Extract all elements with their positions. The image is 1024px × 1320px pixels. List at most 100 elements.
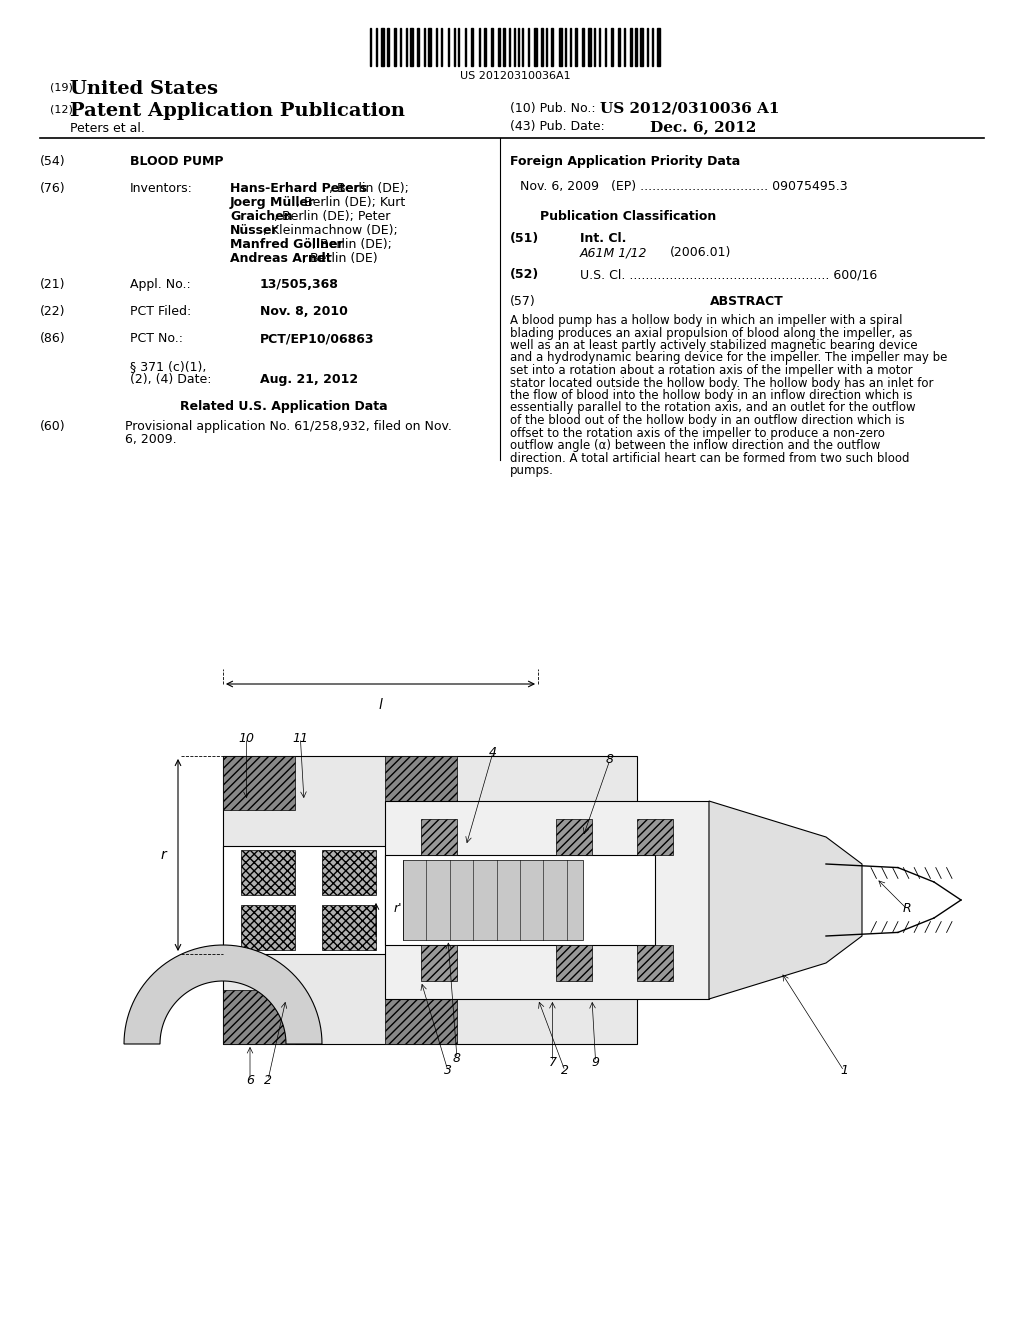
Bar xyxy=(322,850,376,895)
Text: BLOOD PUMP: BLOOD PUMP xyxy=(130,154,223,168)
Text: ABSTRACT: ABSTRACT xyxy=(710,294,784,308)
Bar xyxy=(640,28,643,66)
Bar xyxy=(385,990,457,1044)
Bar xyxy=(403,861,583,940)
Bar xyxy=(556,945,592,981)
Text: , Berlin (DE); Kurt: , Berlin (DE); Kurt xyxy=(296,195,406,209)
Bar xyxy=(635,28,637,66)
Text: (76): (76) xyxy=(40,182,66,195)
Text: 10: 10 xyxy=(239,731,254,744)
Text: (60): (60) xyxy=(40,420,66,433)
Text: set into a rotation about a rotation axis of the impeller with a motor: set into a rotation about a rotation axi… xyxy=(510,364,912,378)
Bar xyxy=(381,28,384,66)
Bar xyxy=(534,28,537,66)
Bar xyxy=(428,28,431,66)
Bar xyxy=(559,28,562,66)
Text: Nov. 8, 2010: Nov. 8, 2010 xyxy=(260,305,348,318)
Text: 13/505,368: 13/505,368 xyxy=(260,279,339,290)
Text: l: l xyxy=(379,698,382,711)
Text: Graichen: Graichen xyxy=(230,210,293,223)
Text: R: R xyxy=(903,903,911,916)
Text: 7: 7 xyxy=(549,1056,556,1068)
Bar xyxy=(387,28,389,66)
Text: offset to the rotation axis of the impeller to produce a non-zero: offset to the rotation axis of the impel… xyxy=(510,426,885,440)
Text: and a hydrodynamic bearing device for the impeller. The impeller may be: and a hydrodynamic bearing device for th… xyxy=(510,351,947,364)
Bar xyxy=(417,28,419,66)
Bar xyxy=(322,906,376,950)
Bar xyxy=(618,28,620,66)
Text: Publication Classification: Publication Classification xyxy=(540,210,716,223)
Text: PCT/EP10/06863: PCT/EP10/06863 xyxy=(260,333,375,345)
Bar xyxy=(630,28,632,66)
Bar xyxy=(223,846,637,954)
Text: Aug. 21, 2012: Aug. 21, 2012 xyxy=(260,374,358,385)
Text: outflow angle (α) between the inflow direction and the outflow: outflow angle (α) between the inflow dir… xyxy=(510,440,881,451)
Text: United States: United States xyxy=(70,81,218,98)
Bar xyxy=(611,28,613,66)
Polygon shape xyxy=(124,945,322,1044)
Bar xyxy=(551,28,553,66)
Text: 8: 8 xyxy=(606,754,614,766)
Text: r: r xyxy=(160,847,166,862)
Bar xyxy=(223,756,295,810)
Text: Nüsser: Nüsser xyxy=(230,224,279,238)
Text: 2: 2 xyxy=(561,1064,569,1077)
Text: (2), (4) Date:: (2), (4) Date: xyxy=(130,374,212,385)
Text: U.S. Cl. .................................................. 600/16: U.S. Cl. ...............................… xyxy=(580,268,878,281)
Text: , Berlin (DE); Peter: , Berlin (DE); Peter xyxy=(274,210,390,223)
Text: Peters et al.: Peters et al. xyxy=(70,121,144,135)
Bar xyxy=(241,850,295,895)
Text: (22): (22) xyxy=(40,305,66,318)
Text: 11: 11 xyxy=(293,731,308,744)
Bar xyxy=(556,818,592,855)
Bar xyxy=(637,818,673,855)
Text: US 2012/0310036 A1: US 2012/0310036 A1 xyxy=(600,102,779,116)
Text: Provisional application No. 61/258,932, filed on Nov.: Provisional application No. 61/258,932, … xyxy=(125,420,452,433)
Text: (52): (52) xyxy=(510,268,540,281)
Text: US 20120310036A1: US 20120310036A1 xyxy=(460,71,570,81)
Polygon shape xyxy=(709,801,862,999)
Text: (2006.01): (2006.01) xyxy=(670,246,731,259)
Text: Dec. 6, 2012: Dec. 6, 2012 xyxy=(650,120,757,135)
Text: Patent Application Publication: Patent Application Publication xyxy=(70,102,406,120)
Text: 3: 3 xyxy=(444,1064,452,1077)
Bar xyxy=(541,28,543,66)
Text: well as an at least partly actively stabilized magnetic bearing device: well as an at least partly actively stab… xyxy=(510,339,918,352)
Text: A blood pump has a hollow body in which an impeller with a spiral: A blood pump has a hollow body in which … xyxy=(510,314,902,327)
Text: PCT Filed:: PCT Filed: xyxy=(130,305,191,318)
Text: Andreas Arndt: Andreas Arndt xyxy=(230,252,332,265)
Bar xyxy=(385,756,457,810)
Bar xyxy=(657,28,660,66)
Text: , Berlin (DE);: , Berlin (DE); xyxy=(312,238,392,251)
Text: essentially parallel to the rotation axis, and an outlet for the outflow: essentially parallel to the rotation axi… xyxy=(510,401,915,414)
Text: direction. A total artificial heart can be formed from two such blood: direction. A total artificial heart can … xyxy=(510,451,909,465)
Text: of the blood out of the hollow body in an outflow direction which is: of the blood out of the hollow body in a… xyxy=(510,414,904,426)
Text: Inventors:: Inventors: xyxy=(130,182,193,195)
Text: 8: 8 xyxy=(453,1052,461,1065)
Text: § 371 (c)(1),: § 371 (c)(1), xyxy=(130,360,207,374)
Text: (10) Pub. No.:: (10) Pub. No.: xyxy=(510,102,596,115)
Text: stator located outside the hollow body. The hollow body has an inlet for: stator located outside the hollow body. … xyxy=(510,376,934,389)
Text: (12): (12) xyxy=(50,104,73,114)
Text: (57): (57) xyxy=(510,294,536,308)
Text: PCT No.:: PCT No.: xyxy=(130,333,183,345)
Text: (86): (86) xyxy=(40,333,66,345)
Text: , Berlin (DE): , Berlin (DE) xyxy=(301,252,377,265)
Text: Foreign Application Priority Data: Foreign Application Priority Data xyxy=(510,154,740,168)
Text: Nov. 6, 2009   (EP) ................................ 09075495.3: Nov. 6, 2009 (EP) ......................… xyxy=(520,180,848,193)
Text: blading produces an axial propulsion of blood along the impeller, as: blading produces an axial propulsion of … xyxy=(510,326,912,339)
Text: (54): (54) xyxy=(40,154,66,168)
Text: 1: 1 xyxy=(840,1064,848,1077)
Text: (19): (19) xyxy=(50,82,73,92)
Text: Int. Cl.: Int. Cl. xyxy=(580,232,627,246)
Bar xyxy=(241,906,295,950)
Bar xyxy=(582,28,584,66)
Text: , Berlin (DE);: , Berlin (DE); xyxy=(329,182,409,195)
Bar xyxy=(394,28,396,66)
Text: 4: 4 xyxy=(489,746,497,759)
Text: (43) Pub. Date:: (43) Pub. Date: xyxy=(510,120,605,133)
Text: Appl. No.:: Appl. No.: xyxy=(130,279,190,290)
Bar xyxy=(223,756,637,1044)
Bar xyxy=(575,28,577,66)
Bar xyxy=(471,28,473,66)
